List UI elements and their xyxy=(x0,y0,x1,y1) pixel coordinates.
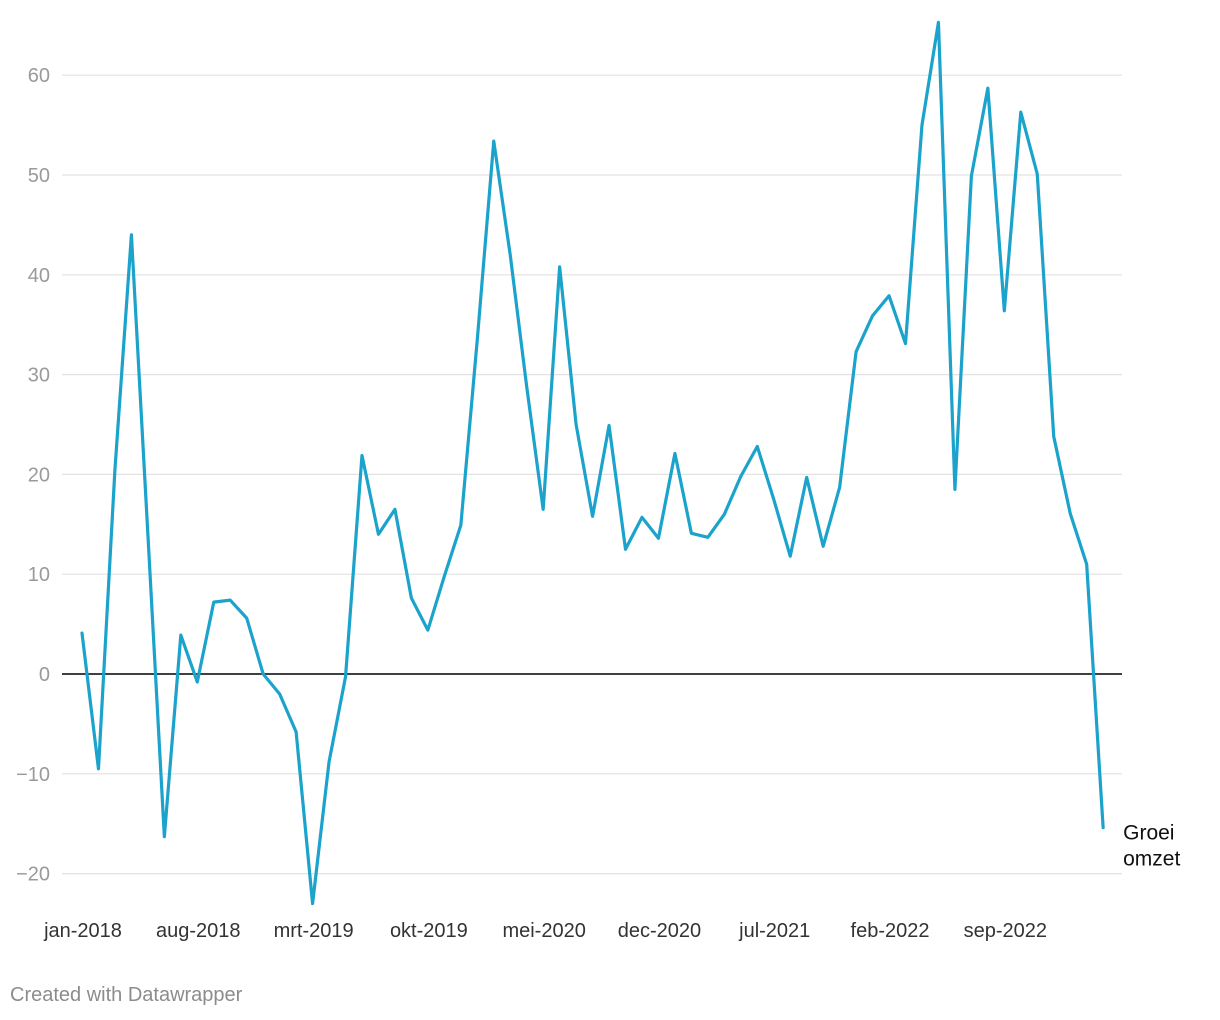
y-tick-label: 0 xyxy=(39,664,50,686)
y-tick-label: 60 xyxy=(28,65,50,87)
series-line xyxy=(80,20,1105,906)
series-label: Groei omzet xyxy=(1123,822,1180,871)
y-tick-label: 30 xyxy=(28,365,50,387)
series-layer xyxy=(80,20,1105,906)
y-tick-label: 10 xyxy=(28,564,50,586)
y-axis-ticks: −20 −10 0 10 20 30 40 50 60 xyxy=(16,65,50,885)
y-tick-label: 50 xyxy=(28,165,50,187)
credit-text: Created with Datawrapper xyxy=(10,984,243,1006)
x-tick-label: jul-2021 xyxy=(738,920,810,942)
line-chart: −20 −10 0 10 20 30 40 50 60 jan-2018 aug-2018 mrt-… xyxy=(16,20,1180,942)
x-tick-label: jan-2018 xyxy=(43,920,122,942)
x-tick-label: aug-2018 xyxy=(156,920,241,942)
y-tick-label: −10 xyxy=(16,764,50,786)
y-gridlines xyxy=(62,74,1122,875)
y-tick-label: 20 xyxy=(28,464,50,486)
x-tick-label: sep-2022 xyxy=(964,920,1047,942)
x-tick-label: feb-2022 xyxy=(851,920,930,942)
x-axis-ticks: jan-2018 aug-2018 mrt-2019 okt-2019 mei-2020… xyxy=(43,920,1047,942)
x-tick-label: okt-2019 xyxy=(390,920,468,942)
x-tick-label: dec-2020 xyxy=(618,920,701,942)
y-tick-label: 40 xyxy=(28,265,50,287)
y-tick-label: −20 xyxy=(16,864,50,886)
series-labels: Groei omzet xyxy=(1123,822,1180,871)
x-tick-label: mrt-2019 xyxy=(274,920,354,942)
x-tick-label: mei-2020 xyxy=(502,920,585,942)
